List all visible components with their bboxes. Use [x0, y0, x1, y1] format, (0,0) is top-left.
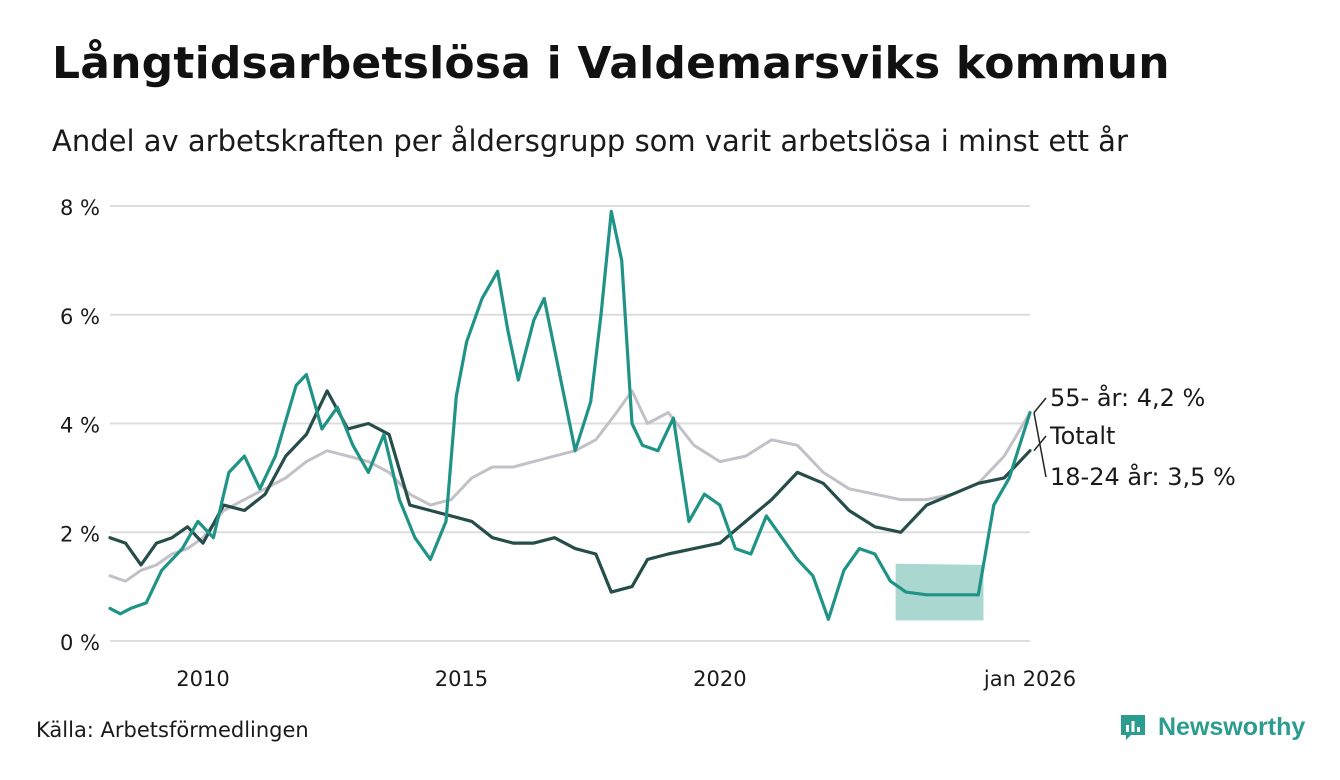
- chart-subtitle: Andel av arbetskraften per åldersgrupp s…: [52, 124, 1128, 158]
- bar-chart-icon: [1121, 715, 1145, 740]
- uncertainty-band: [895, 563, 984, 621]
- series-line-age18_24: [108, 209, 1032, 621]
- uncertainty-band-layer: [895, 563, 984, 621]
- x-tick-label: 2020: [693, 667, 746, 691]
- brand-name: Newsworthy: [1158, 712, 1306, 741]
- end-label-age55: 55- år: 4,2 %: [1050, 383, 1205, 412]
- source-note: Källa: Arbetsförmedlingen: [36, 718, 309, 742]
- series-line-total: [108, 389, 1032, 594]
- end-label-total: Totalt: [1049, 422, 1115, 450]
- series-lines: [108, 209, 1032, 621]
- end-label-leader: [1033, 397, 1047, 414]
- x-tick-label: 2015: [435, 667, 488, 691]
- y-tick-label: 0 %: [60, 631, 100, 655]
- x-tick-label: jan 2026: [983, 667, 1076, 691]
- y-tick-label: 6 %: [60, 305, 100, 329]
- end-label-leader: [1033, 412, 1047, 478]
- chart-title: Långtidsarbetslösa i Valdemarsviks kommu…: [52, 38, 1170, 89]
- gridlines: 0 % 2 % 4 % 6 % 8 % 2010 2015 2020 jan 2026: [60, 196, 1076, 691]
- series-line-age55: [108, 389, 1032, 583]
- end-labels: 55- år: 4,2 % Totalt 18-24 år: 3,5 %: [1033, 383, 1236, 491]
- end-label-age18_24: 18-24 år: 3,5 %: [1050, 462, 1236, 491]
- y-tick-label: 2 %: [60, 522, 100, 546]
- y-tick-label: 8 %: [60, 196, 100, 220]
- y-tick-label: 4 %: [60, 414, 100, 438]
- x-tick-label: 2010: [176, 667, 229, 691]
- newsworthy-logo: Newsworthy: [1118, 712, 1305, 742]
